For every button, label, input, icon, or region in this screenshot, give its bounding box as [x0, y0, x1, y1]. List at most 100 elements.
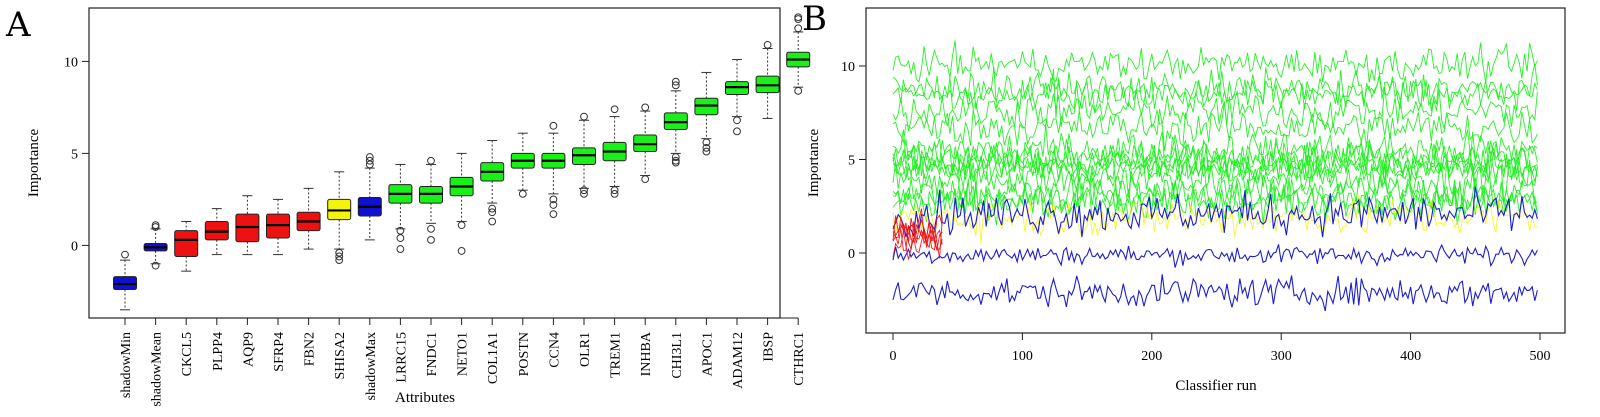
x-tick-label: shadowMean: [150, 332, 165, 407]
outlier-point: [794, 13, 803, 22]
panel-label-b: B: [802, 0, 827, 39]
x-tick-label: CTHRC1: [792, 332, 807, 386]
outlier-point: [671, 153, 680, 161]
box-FBN2: [296, 187, 321, 250]
series-line-shadowMean: [892, 243, 1538, 268]
x-axis-title: Attributes: [395, 390, 455, 406]
outlier-point: [671, 81, 680, 90]
x-tick-label: FBN2: [303, 332, 318, 366]
x-tick-label: OLR1: [578, 332, 593, 367]
panel-label-a: A: [5, 5, 31, 45]
series-line-CHI3L1: [892, 102, 1538, 151]
box-IBSP: [755, 40, 780, 119]
box-POSTN: [510, 132, 535, 198]
outlier-point: [151, 261, 160, 270]
x-tick-label: INHBA: [639, 331, 654, 376]
outlier-point: [365, 156, 374, 165]
outlier-point: [427, 235, 435, 244]
outlier-point: [549, 121, 558, 130]
x-tick-label: PLPP4: [211, 332, 226, 371]
series-line-COL1A1: [892, 156, 1538, 202]
x-tick-label: COL1A1: [486, 332, 501, 384]
box-NETO1: [449, 152, 474, 255]
boxplot-chart: 0 5 10 shadowMin shadowMean CKCL5 PLPP4 AQP9 SFR…: [26, 7, 811, 407]
outlier-point: [488, 217, 497, 226]
y-tick-label-b: 10: [841, 60, 855, 75]
outlier-point: [733, 116, 741, 125]
y-axis-title-b: Importance: [806, 129, 822, 198]
outlier-point: [549, 201, 558, 209]
series-line-CCN4: [892, 143, 1538, 189]
x-tick-label: SFRP4: [272, 332, 287, 372]
outlier-point: [702, 147, 711, 156]
series-line-AQP9: [892, 215, 943, 259]
outlier-point: [151, 221, 160, 230]
outlier-point: [335, 252, 344, 261]
x-tick-label: APOC1: [700, 332, 715, 376]
boxplot-frame: [88, 7, 781, 319]
x-axis-title-b: Classifier run: [1175, 378, 1257, 394]
x-tick-label: CCN4: [547, 332, 562, 368]
series-line-INHBA: [892, 123, 1538, 176]
box-CTHRC1: [786, 13, 811, 95]
x-tick-label: IBSP: [762, 332, 777, 362]
outlier-point: [396, 245, 405, 253]
outlier-point: [335, 256, 344, 265]
outlier-point: [580, 189, 588, 198]
outlier-point: [610, 186, 619, 195]
outlier-point: [763, 40, 772, 49]
outlier-point: [610, 189, 619, 198]
outlier-point: [396, 226, 405, 235]
x-tick-label-b: 0: [890, 349, 897, 364]
outlier-point: [733, 127, 741, 136]
x-tick-label: TREM1: [609, 332, 624, 378]
x-tick-label-b: 500: [1530, 349, 1551, 364]
series-line-FBN2: [892, 208, 943, 244]
series-line-TREM1: [892, 131, 1538, 181]
series-line-shadowMin: [892, 274, 1538, 312]
box-CCN4: [541, 121, 566, 219]
outlier-point: [488, 204, 497, 213]
y-tick-label: 10: [64, 55, 78, 70]
box-ADAM12: [725, 59, 749, 136]
box-shadowMin: [113, 250, 137, 311]
box-CKCL5: [174, 220, 199, 272]
box-COL1A1: [480, 140, 505, 226]
x-tick-label: NETO1: [456, 332, 471, 376]
series-line-CTHRC1: [892, 40, 1538, 84]
outlier-point: [549, 195, 558, 204]
box-INHBA: [633, 103, 658, 184]
y-tick-label: 5: [71, 147, 78, 162]
x-tick-label-b: 200: [1141, 349, 1162, 364]
box-shadowMax: [357, 153, 382, 241]
box-body: [174, 230, 199, 257]
x-tick-label: shadowMin: [119, 332, 134, 398]
outlier-point: [457, 247, 466, 255]
box-TREM1: [602, 105, 627, 198]
outlier-point: [457, 221, 466, 230]
x-tick-label-b: 400: [1400, 349, 1421, 364]
outlier-point: [396, 234, 405, 242]
outlier-point: [671, 77, 680, 86]
outlier-point: [641, 103, 650, 112]
outlier-point: [794, 24, 803, 33]
boxplot-boxes: [113, 13, 811, 311]
box-PLPP4: [204, 208, 229, 256]
y-tick-label-b: 0: [848, 247, 855, 262]
series-line-APOC1: [892, 86, 1538, 132]
outlier-point: [365, 160, 374, 169]
y-tick-label: 0: [71, 239, 78, 254]
y-tick-label-b: 5: [848, 154, 855, 169]
box-OLR1: [572, 112, 596, 198]
series-line-shadowMax: [892, 186, 1538, 238]
outlier-point: [365, 153, 374, 161]
outlier-point: [580, 112, 588, 121]
x-tick-label: FNDC1: [425, 332, 440, 376]
x-tick-label: POSTN: [517, 332, 532, 376]
box-CHI3L1: [663, 77, 688, 167]
outlier-point: [121, 250, 129, 259]
box-AQP9: [235, 195, 260, 256]
box-SFRP4: [266, 198, 290, 256]
